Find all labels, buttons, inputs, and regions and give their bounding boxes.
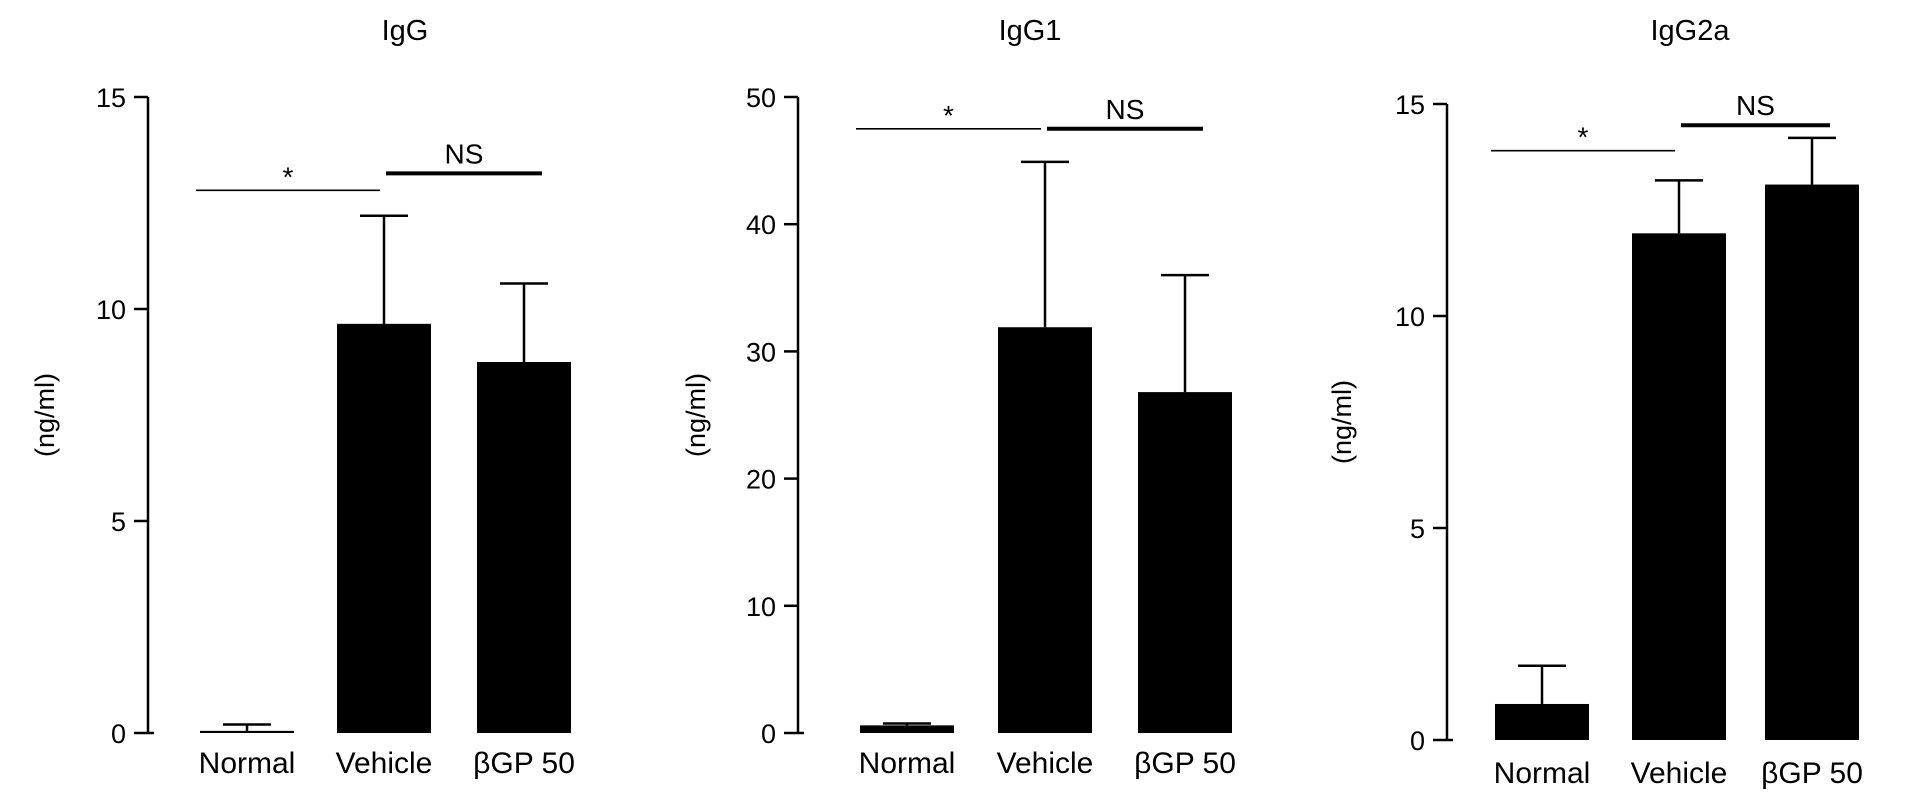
y-tick-label: 50	[746, 83, 776, 113]
y-tick-label: 10	[1395, 302, 1425, 332]
bar-1	[1632, 233, 1726, 740]
category-label: Vehicle	[1631, 757, 1728, 790]
bar-1	[337, 323, 431, 733]
y-axis-label: (ng/ml)	[30, 373, 60, 457]
y-axis-label: (ng/ml)	[681, 373, 711, 457]
bar-0	[200, 730, 294, 733]
y-tick-label: 0	[761, 719, 776, 749]
y-tick-label: 5	[111, 507, 126, 537]
category-label: βGP 50	[473, 747, 575, 780]
y-tick-label: 0	[111, 719, 126, 749]
y-tick-label: 15	[1395, 90, 1425, 120]
y-tick-label: 40	[746, 210, 776, 240]
chart-panel-igg1: IgG1 (ng/ml) 0 10 20 30 40 50 Normal Vehicle βGP 5…	[681, 15, 1236, 780]
chart-panel-igg2a: IgG2a (ng/ml) 0 5 10 15 Normal Vehicle βGP 50 * NS	[1327, 15, 1863, 790]
category-label: Vehicle	[336, 747, 433, 780]
category-label: βGP 50	[1761, 757, 1863, 790]
bar-0	[860, 725, 954, 733]
bar-1	[998, 327, 1092, 733]
significance-label: NS	[445, 138, 484, 169]
bar-0	[1495, 703, 1589, 740]
significance-label: NS	[1736, 90, 1775, 121]
significance-label: NS	[1106, 94, 1145, 125]
bar-2	[1765, 184, 1859, 740]
y-axis-label: (ng/ml)	[1327, 380, 1357, 464]
significance-label: *	[283, 161, 294, 192]
category-label: Normal	[1494, 757, 1591, 790]
category-label: βGP 50	[1134, 747, 1236, 780]
y-tick-label: 0	[1410, 726, 1425, 756]
category-label: Normal	[859, 747, 956, 780]
category-label: Vehicle	[997, 747, 1094, 780]
significance-label: *	[943, 100, 954, 131]
y-tick-label: 30	[746, 337, 776, 367]
bar-2	[477, 362, 571, 733]
y-tick-label: 5	[1410, 514, 1425, 544]
chart-title: IgG1	[999, 15, 1062, 47]
chart-panel-igg: IgG (ng/ml) 0 5 10 15 Normal Vehicle βGP 50 * NS	[30, 15, 575, 780]
bar-2	[1138, 392, 1232, 733]
y-tick-label: 15	[96, 83, 126, 113]
chart-title: IgG2a	[1651, 15, 1731, 47]
chart-title: IgG	[382, 15, 429, 47]
y-tick-label: 20	[746, 465, 776, 495]
y-tick-label: 10	[96, 295, 126, 325]
y-tick-label: 10	[746, 592, 776, 622]
significance-label: *	[1578, 122, 1589, 153]
category-label: Normal	[199, 747, 296, 780]
